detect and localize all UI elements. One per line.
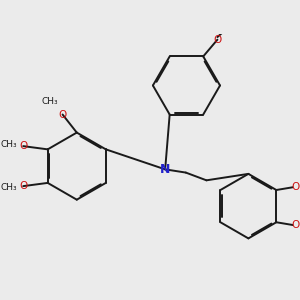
Text: CH₃: CH₃ (41, 97, 58, 106)
Text: N: N (160, 163, 170, 176)
Text: O: O (292, 220, 300, 230)
Text: O: O (19, 181, 27, 191)
Text: O: O (213, 35, 221, 45)
Text: O: O (292, 182, 300, 192)
Text: O: O (19, 141, 27, 151)
Text: CH₃: CH₃ (1, 140, 17, 149)
Text: O: O (58, 110, 67, 119)
Text: CH₃: CH₃ (1, 183, 17, 192)
